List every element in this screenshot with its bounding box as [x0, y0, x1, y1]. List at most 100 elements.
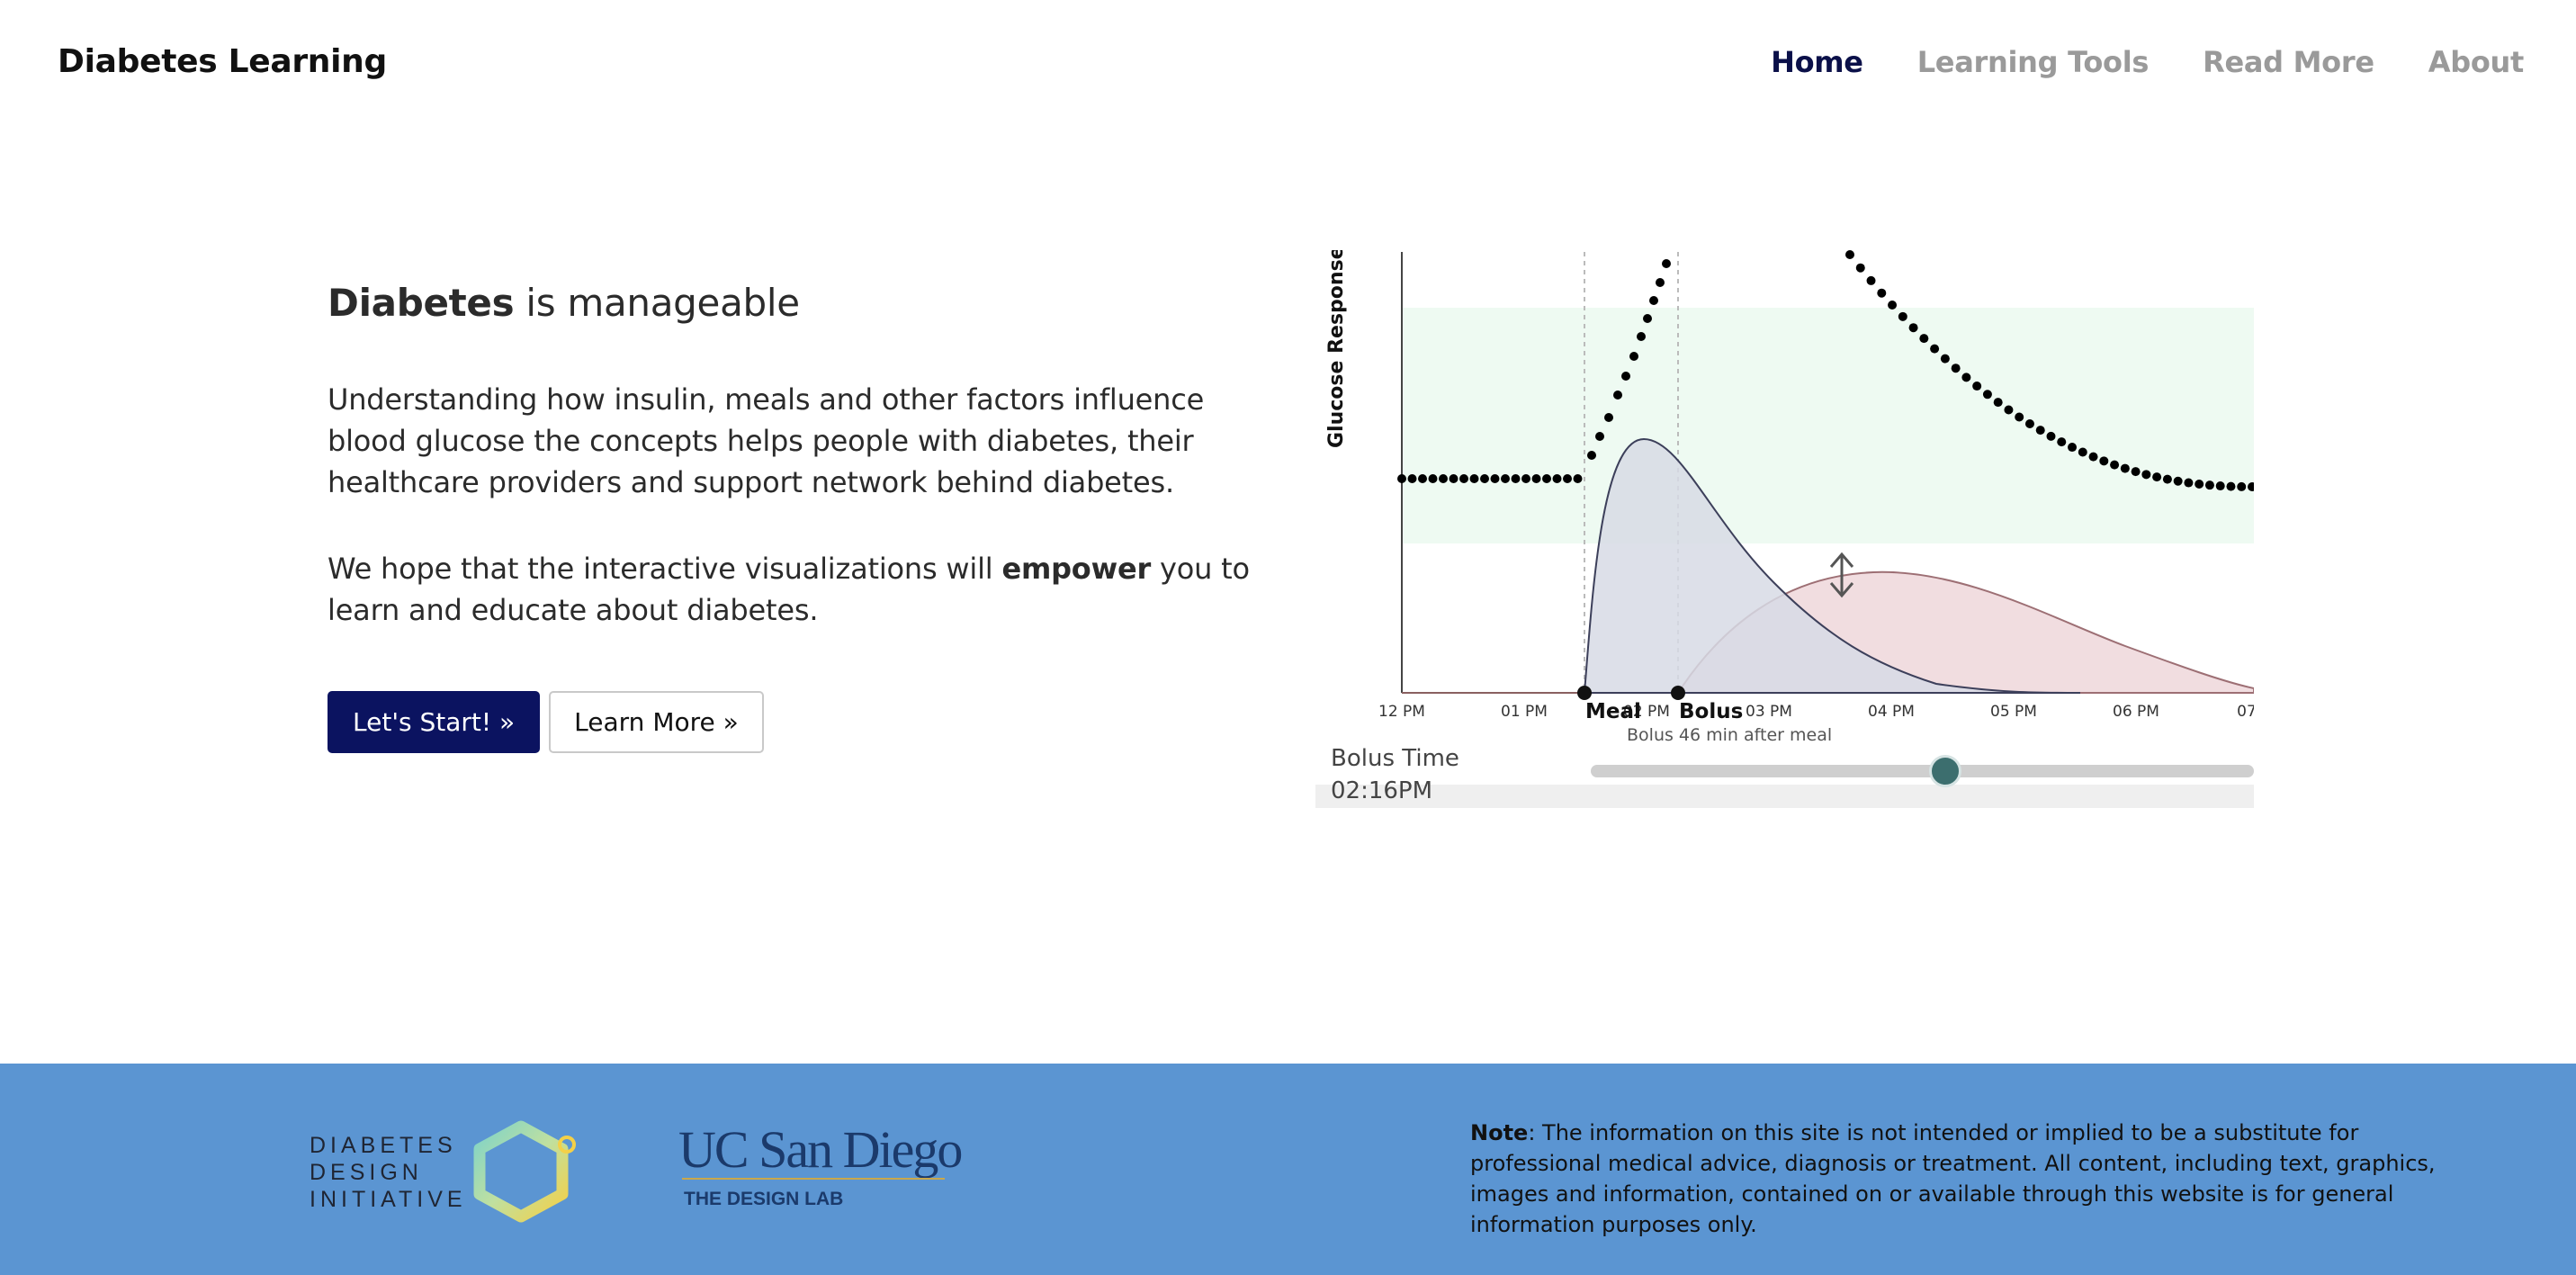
slider-value: 02:16PM: [1331, 777, 1433, 804]
glucose-dot: [1511, 474, 1521, 483]
glucose-dot: [1972, 382, 1982, 391]
x-tick: 02 PM: [1623, 703, 1670, 721]
glucose-dot: [1961, 373, 1971, 382]
nav-link-about[interactable]: About: [2428, 45, 2525, 79]
glucose-dot: [2004, 405, 2014, 415]
glucose-dot: [1982, 390, 1992, 400]
glucose-dot: [1469, 474, 1479, 483]
glucose-dot: [1490, 474, 1500, 483]
ucsd-logo: UC San Diego: [678, 1120, 963, 1179]
hero-title-rest: is manageable: [514, 281, 800, 325]
glucose-dot: [1898, 311, 1907, 321]
brand-logo[interactable]: Diabetes Learning: [58, 43, 387, 80]
navbar: Diabetes Learning Home Learning Tools Re…: [0, 0, 2576, 128]
x-tick: 05 PM: [1990, 703, 2037, 721]
ddi-line: DIABETES: [310, 1133, 457, 1158]
glucose-dot: [2015, 412, 2024, 422]
x-tick: 03 PM: [1746, 703, 1792, 721]
glucose-dot: [2237, 481, 2247, 491]
note-label: Note: [1470, 1120, 1529, 1145]
nav-link-learning-tools[interactable]: Learning Tools: [1916, 45, 2150, 79]
glucose-dot: [1613, 391, 1622, 400]
glucose-dot: [1459, 474, 1468, 483]
glucose-dot: [2046, 431, 2056, 441]
ucsd-design-lab: THE DESIGN LAB: [684, 1189, 844, 1209]
glucose-dot: [1643, 314, 1652, 323]
glucose-dot: [1629, 352, 1638, 361]
glucose-dot: [2078, 447, 2087, 457]
nav-link-read-more[interactable]: Read More: [2203, 45, 2374, 79]
slider-background: [1315, 785, 2254, 808]
x-tick: 04 PM: [1868, 703, 1915, 721]
hero-title: Diabetes is manageable: [328, 281, 1263, 325]
glucose-dot: [1649, 296, 1658, 305]
glucose-dot: [1919, 334, 1929, 344]
glucose-dot: [1888, 301, 1898, 310]
glucose-dot: [2024, 419, 2034, 429]
glucose-dot: [2035, 426, 2045, 435]
glucose-dot: [2068, 443, 2078, 453]
slider-label: Bolus Time: [1331, 745, 1459, 772]
glucose-dot: [1604, 413, 1613, 422]
bolus-time-slider[interactable]: [1591, 765, 2254, 777]
glucose-dot: [1531, 474, 1541, 483]
bolus-note: Bolus 46 min after meal: [1627, 725, 1832, 745]
glucose-dot: [2226, 481, 2236, 491]
disclaimer-note: Note: The information on this site is no…: [1470, 1118, 2442, 1240]
y-axis-label: Glucose Response: [1325, 250, 1348, 448]
glucose-dot: [2120, 463, 2130, 473]
x-tick: 12 PM: [1378, 703, 1425, 721]
glucose-dot: [1418, 474, 1427, 483]
hero-section: Diabetes is manageable Understanding how…: [328, 281, 1263, 753]
glucose-dot: [2215, 481, 2225, 491]
ddi-logo-text: DIABETES DESIGN INITIATIVE: [310, 1132, 467, 1213]
glucose-dot: [2110, 460, 2120, 470]
glucose-dot: [1993, 398, 2003, 408]
glucose-dot: [1621, 372, 1630, 381]
glucose-dot: [1449, 474, 1459, 483]
glucose-dot: [2057, 437, 2067, 447]
lets-start-button[interactable]: Let's Start! »: [328, 691, 541, 753]
glucose-dot: [2204, 480, 2214, 490]
glucose-dot: [1521, 474, 1530, 483]
glucose-dot: [1866, 275, 1876, 285]
nav-link-home[interactable]: Home: [1771, 45, 1863, 79]
ddi-line: INITIATIVE: [310, 1187, 467, 1212]
glucose-dot: [1930, 344, 1940, 354]
glucose-dot: [2195, 480, 2204, 489]
glucose-dot: [2162, 474, 2172, 484]
bolus-marker[interactable]: [1671, 686, 1685, 700]
glucose-chart: Glucose Response 12 PM 01 PM 02 PM 03 PM…: [1325, 250, 2254, 745]
glucose-dot: [1407, 474, 1417, 483]
resize-handle-icon[interactable]: [1829, 552, 1854, 598]
ddi-hexagon-logo-icon: [473, 1120, 576, 1223]
glucose-dot: [1397, 474, 1406, 483]
glucose-dot: [1587, 451, 1596, 460]
glucose-dot: [1428, 474, 1438, 483]
glucose-dot: [1940, 354, 1950, 364]
glucose-dot: [1662, 259, 1671, 268]
meal-marker[interactable]: [1577, 686, 1592, 700]
glucose-dot: [2173, 476, 2183, 486]
hero-title-bold: Diabetes: [328, 281, 515, 325]
hero-p2-before: We hope that the interactive visualizati…: [328, 552, 1002, 586]
meal-label: Meal: [1585, 700, 1641, 723]
glucose-dot: [2131, 467, 2141, 477]
glucose-dot: [1595, 432, 1604, 441]
glucose-dot: [2099, 456, 2109, 466]
glucose-dot: [1656, 278, 1665, 287]
glucose-visualization: Glucose Response 12 PM 01 PM 02 PM 03 PM…: [1315, 250, 2254, 810]
hero-mission-paragraph: We hope that the interactive visualizati…: [328, 548, 1263, 631]
bolus-time-slider-thumb[interactable]: [1929, 755, 1961, 787]
glucose-dot: [1855, 263, 1865, 273]
glucose-dot: [2088, 452, 2098, 462]
glucose-dot: [1480, 474, 1489, 483]
x-tick: 06 PM: [2113, 703, 2159, 721]
hero-buttons: Let's Start! » Learn More »: [328, 691, 764, 753]
hero-intro-paragraph: Understanding how insulin, meals and oth…: [328, 382, 1205, 499]
bolus-label: Bolus: [1679, 700, 1743, 723]
x-tick: 01 PM: [1501, 703, 1548, 721]
learn-more-button[interactable]: Learn More »: [549, 691, 764, 753]
glucose-dot: [1439, 474, 1448, 483]
glucose-dot: [1501, 474, 1510, 483]
